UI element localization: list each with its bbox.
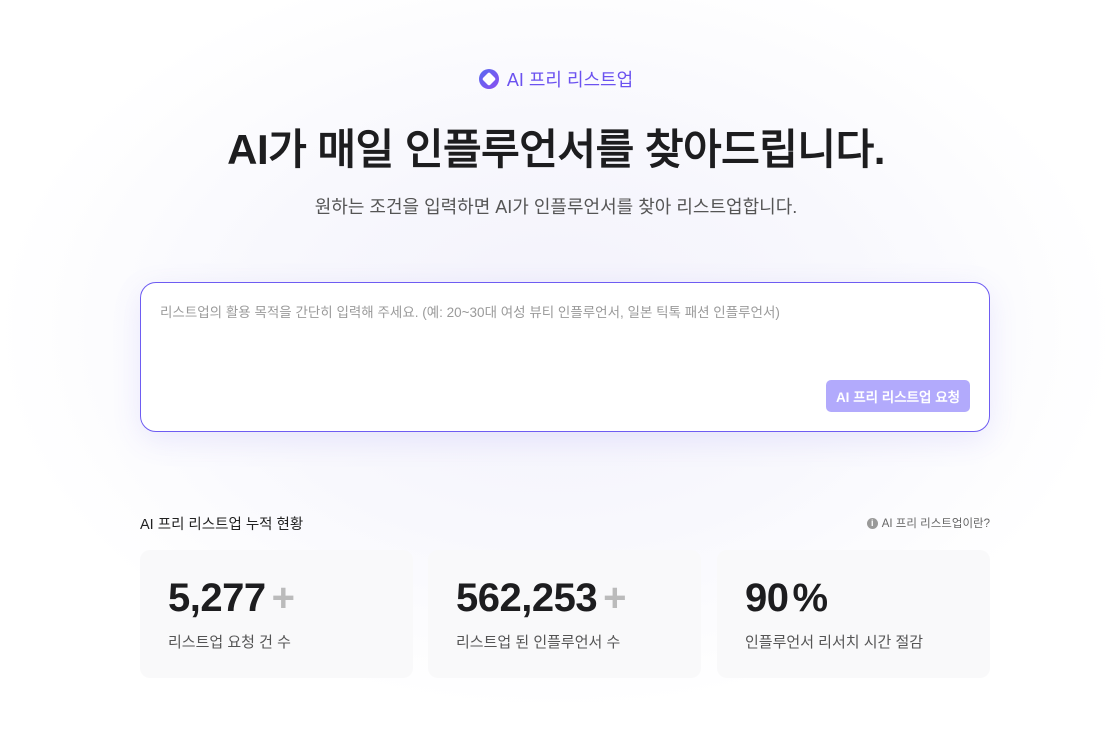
info-icon: i <box>866 517 878 529</box>
diamond-logo-icon <box>478 69 499 89</box>
stat-label: 리스트업 된 인플루언서 수 <box>456 634 621 651</box>
stat-card-influencers: 562,253 + 리스트업 된 인플루언서 수 <box>428 550 701 678</box>
request-listup-button[interactable]: AI 프리 리스트업 요청 <box>826 380 970 412</box>
stat-suffix: % <box>792 576 829 620</box>
stat-label: 리스트업 요청 건 수 <box>168 634 291 651</box>
stat-label: 인플루언서 리서치 시간 절감 <box>745 634 924 651</box>
stat-suffix: + <box>271 576 295 620</box>
stat-value: 562,253 <box>456 576 598 620</box>
stats-heading: AI 프리 리스트업 누적 현황 <box>140 517 304 533</box>
stat-value: 90 <box>745 576 789 620</box>
page-title: AI가 매일 인플루언서를 찾아드립니다. <box>227 126 885 173</box>
brand-badge: AI 프리 리스트업 <box>0 66 1112 92</box>
about-link-label: AI 프리 리스트업이란? <box>881 518 990 530</box>
stat-value: 5,277 <box>168 576 266 620</box>
page-subtitle: 원하는 조건을 입력하면 AI가 인플루언서를 찾아 리스트업합니다. <box>314 197 798 217</box>
stat-card-requests: 5,277 + 리스트업 요청 건 수 <box>140 550 413 678</box>
request-form: AI 프리 리스트업 요청 <box>140 282 990 432</box>
about-link[interactable]: i AI 프리 리스트업이란? <box>866 515 990 531</box>
brand-label: AI 프리 리스트업 <box>506 70 634 90</box>
stat-suffix: + <box>603 576 626 620</box>
purpose-input[interactable] <box>160 301 970 371</box>
stat-card-time-saved: 90% 인플루언서 리서치 시간 절감 <box>717 550 990 678</box>
